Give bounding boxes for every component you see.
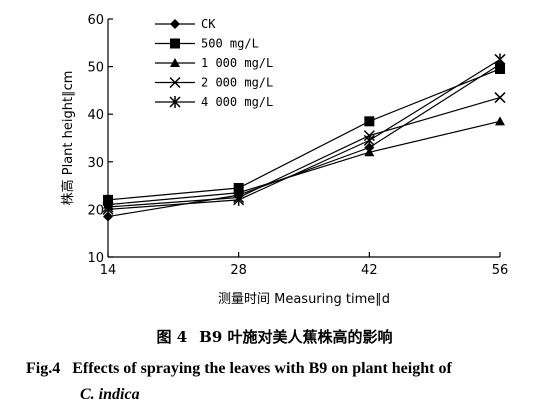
y-tick-label: 50 xyxy=(87,61,104,76)
legend-label: CK xyxy=(201,17,216,31)
y-tick-label: 10 xyxy=(87,251,104,266)
legend-item: 4 000 mg/L xyxy=(155,95,273,109)
data-point xyxy=(364,147,375,157)
legend-item: 500 mg/L xyxy=(155,37,259,51)
series-lines xyxy=(107,58,501,218)
y-axis-label: 株高 Plant height∥cm xyxy=(60,71,76,206)
figure-caption-chinese: 图 4 B9 叶施对美人蕉株高的影响 xyxy=(0,326,549,347)
caption-species: C. indica xyxy=(80,386,140,403)
series-line xyxy=(107,120,501,206)
caption-en-label: Fig.4 xyxy=(26,360,61,377)
legend-marker xyxy=(169,96,181,108)
legend-label: 4 000 mg/L xyxy=(201,95,273,109)
line-chart: 10 20 30 40 50 60 14 28 42 56 测量时间 Measuring time∥… xyxy=(60,13,508,307)
data-point xyxy=(363,134,375,147)
data-point xyxy=(364,116,375,127)
data-point xyxy=(102,203,114,216)
caption-cn-label: 图 4 xyxy=(156,328,188,346)
series-line xyxy=(107,63,501,218)
series-markers xyxy=(102,53,506,222)
x-tick-label: 42 xyxy=(361,263,378,278)
y-tick-label: 40 xyxy=(87,108,104,123)
legend: CK 500 mg/L 1 000 mg/L 2 000 mg/L 4 000 mg/L xyxy=(155,17,273,109)
x-axis-label: 测量时间 Measuring time∥d xyxy=(218,292,390,307)
legend-marker xyxy=(170,58,180,67)
legend-marker xyxy=(170,38,180,49)
series-line xyxy=(107,96,501,208)
series-line xyxy=(107,68,501,201)
y-tick-label: 30 xyxy=(87,156,104,171)
legend-marker xyxy=(169,76,181,89)
legend-item: 2 000 mg/L xyxy=(155,76,273,90)
legend-label: 1 000 mg/L xyxy=(201,56,273,70)
legend-marker xyxy=(170,19,180,29)
chart-axes: 10 20 30 40 50 60 14 28 42 56 测量时间 Measuring time∥… xyxy=(60,13,508,307)
x-tick-label: 28 xyxy=(230,263,247,278)
legend-label: 2 000 mg/L xyxy=(201,76,273,90)
data-point xyxy=(494,92,506,104)
caption-en-text: Effects of spraying the leaves with B9 o… xyxy=(72,360,452,377)
data-point xyxy=(103,211,113,222)
legend-item: CK xyxy=(155,17,216,31)
data-point xyxy=(233,193,245,206)
data-point xyxy=(495,63,505,74)
figure-caption-english: Fig.4 Effects of spraying the leaves with… xyxy=(26,360,546,378)
y-tick-label: 60 xyxy=(87,13,104,28)
data-point xyxy=(495,116,505,126)
x-tick-label: 56 xyxy=(492,263,509,278)
legend-item: 1 000 mg/L xyxy=(155,56,273,70)
y-tick-label: 20 xyxy=(87,203,104,218)
caption-cn-text: B9 叶施对美人蕉株高的影响 xyxy=(199,328,393,346)
series-line xyxy=(107,58,501,210)
legend-label: 500 mg/L xyxy=(201,37,259,51)
data-point xyxy=(494,53,506,66)
x-tick-label: 14 xyxy=(100,263,117,278)
